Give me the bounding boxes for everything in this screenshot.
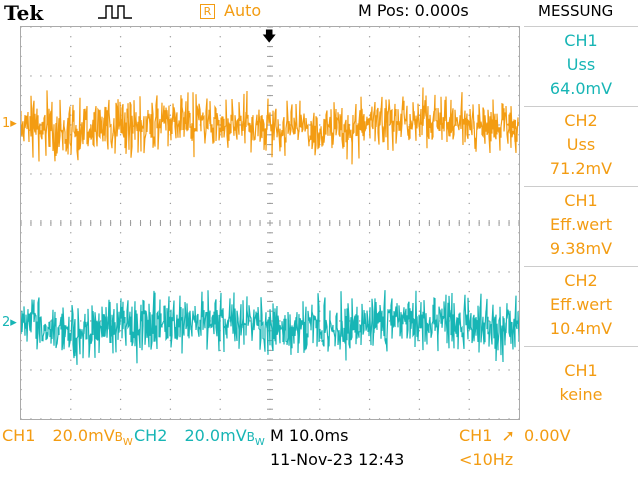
trigger-source: CH1: [459, 426, 493, 445]
measurement-type: Eff.wert: [550, 215, 612, 234]
ch2-label: CH2: [134, 426, 168, 445]
measurement-panel-3[interactable]: CH1 Eff.wert 9.38mV: [524, 186, 638, 264]
measurement-channel: CH1: [564, 361, 598, 380]
measurement-panel-1[interactable]: CH1 Uss 64.0mV: [524, 26, 638, 104]
measurement-type: Uss: [566, 55, 596, 74]
ch1-scale-readout: CH1 20.0mVBW: [2, 426, 133, 448]
measurement-type: keine: [559, 385, 603, 404]
frequency-readout: <10Hz: [459, 450, 514, 469]
measurement-panel-4[interactable]: CH2 Eff.wert 10.4mV: [524, 266, 638, 344]
measurement-value: 71.2mV: [549, 159, 613, 178]
waveform-canvas: [21, 27, 519, 419]
waveform-display: [20, 26, 520, 420]
measurement-value: 64.0mV: [549, 79, 613, 98]
measurement-type: Eff.wert: [550, 295, 612, 314]
ch2-bw-limit-icon: B: [246, 430, 255, 444]
ch1-label: CH1: [2, 426, 36, 445]
measurement-channel: CH2: [564, 111, 598, 130]
measurement-type: Uss: [566, 135, 596, 154]
ch1-scale: 20.0mV: [52, 426, 115, 445]
brand-logo: Tek: [4, 1, 44, 25]
trigger-mode-box: R: [200, 4, 215, 19]
measurement-value: 9.38mV: [549, 239, 613, 258]
trigger-run-pulse-icon: [98, 5, 132, 19]
measurement-channel: CH1: [564, 191, 598, 210]
trigger-position-arrow-icon: 🡇: [262, 29, 277, 45]
ch2-scale: 20.0mV: [184, 426, 247, 445]
measurement-panel-2[interactable]: CH2 Uss 71.2mV: [524, 106, 638, 184]
measurement-channel: CH1: [564, 31, 598, 50]
graticule-grid: [21, 27, 519, 419]
ch1-ground-marker[interactable]: 1▸: [2, 116, 17, 131]
ch1-waveform: [21, 87, 519, 165]
measurement-value: 10.4mV: [549, 319, 613, 338]
ch2-scale-readout: CH2 20.0mVBW: [134, 426, 265, 448]
ch2-waveform: [21, 290, 519, 365]
ch1-bw-limit-icon: B: [114, 430, 123, 444]
trigger-mode-label: Auto: [224, 1, 262, 20]
trigger-level-arrow-icon: ◀: [506, 117, 516, 132]
trigger-level: 0.00V: [523, 426, 571, 445]
datetime-readout: 11-Nov-23 12:43: [270, 450, 405, 469]
measurement-panel-5[interactable]: CH1 keine: [524, 346, 638, 424]
horizontal-position-readout: M Pos: 0.000s: [358, 1, 469, 20]
measurement-channel: CH2: [564, 271, 598, 290]
rising-edge-icon: ➚: [501, 426, 515, 445]
trigger-readout: CH1 ➚ 0.00V: [459, 426, 571, 445]
timebase-readout: M 10.0ms: [270, 426, 349, 445]
ch2-ground-marker[interactable]: 2▸: [2, 315, 17, 330]
menu-title: MESSUNG: [538, 2, 614, 20]
